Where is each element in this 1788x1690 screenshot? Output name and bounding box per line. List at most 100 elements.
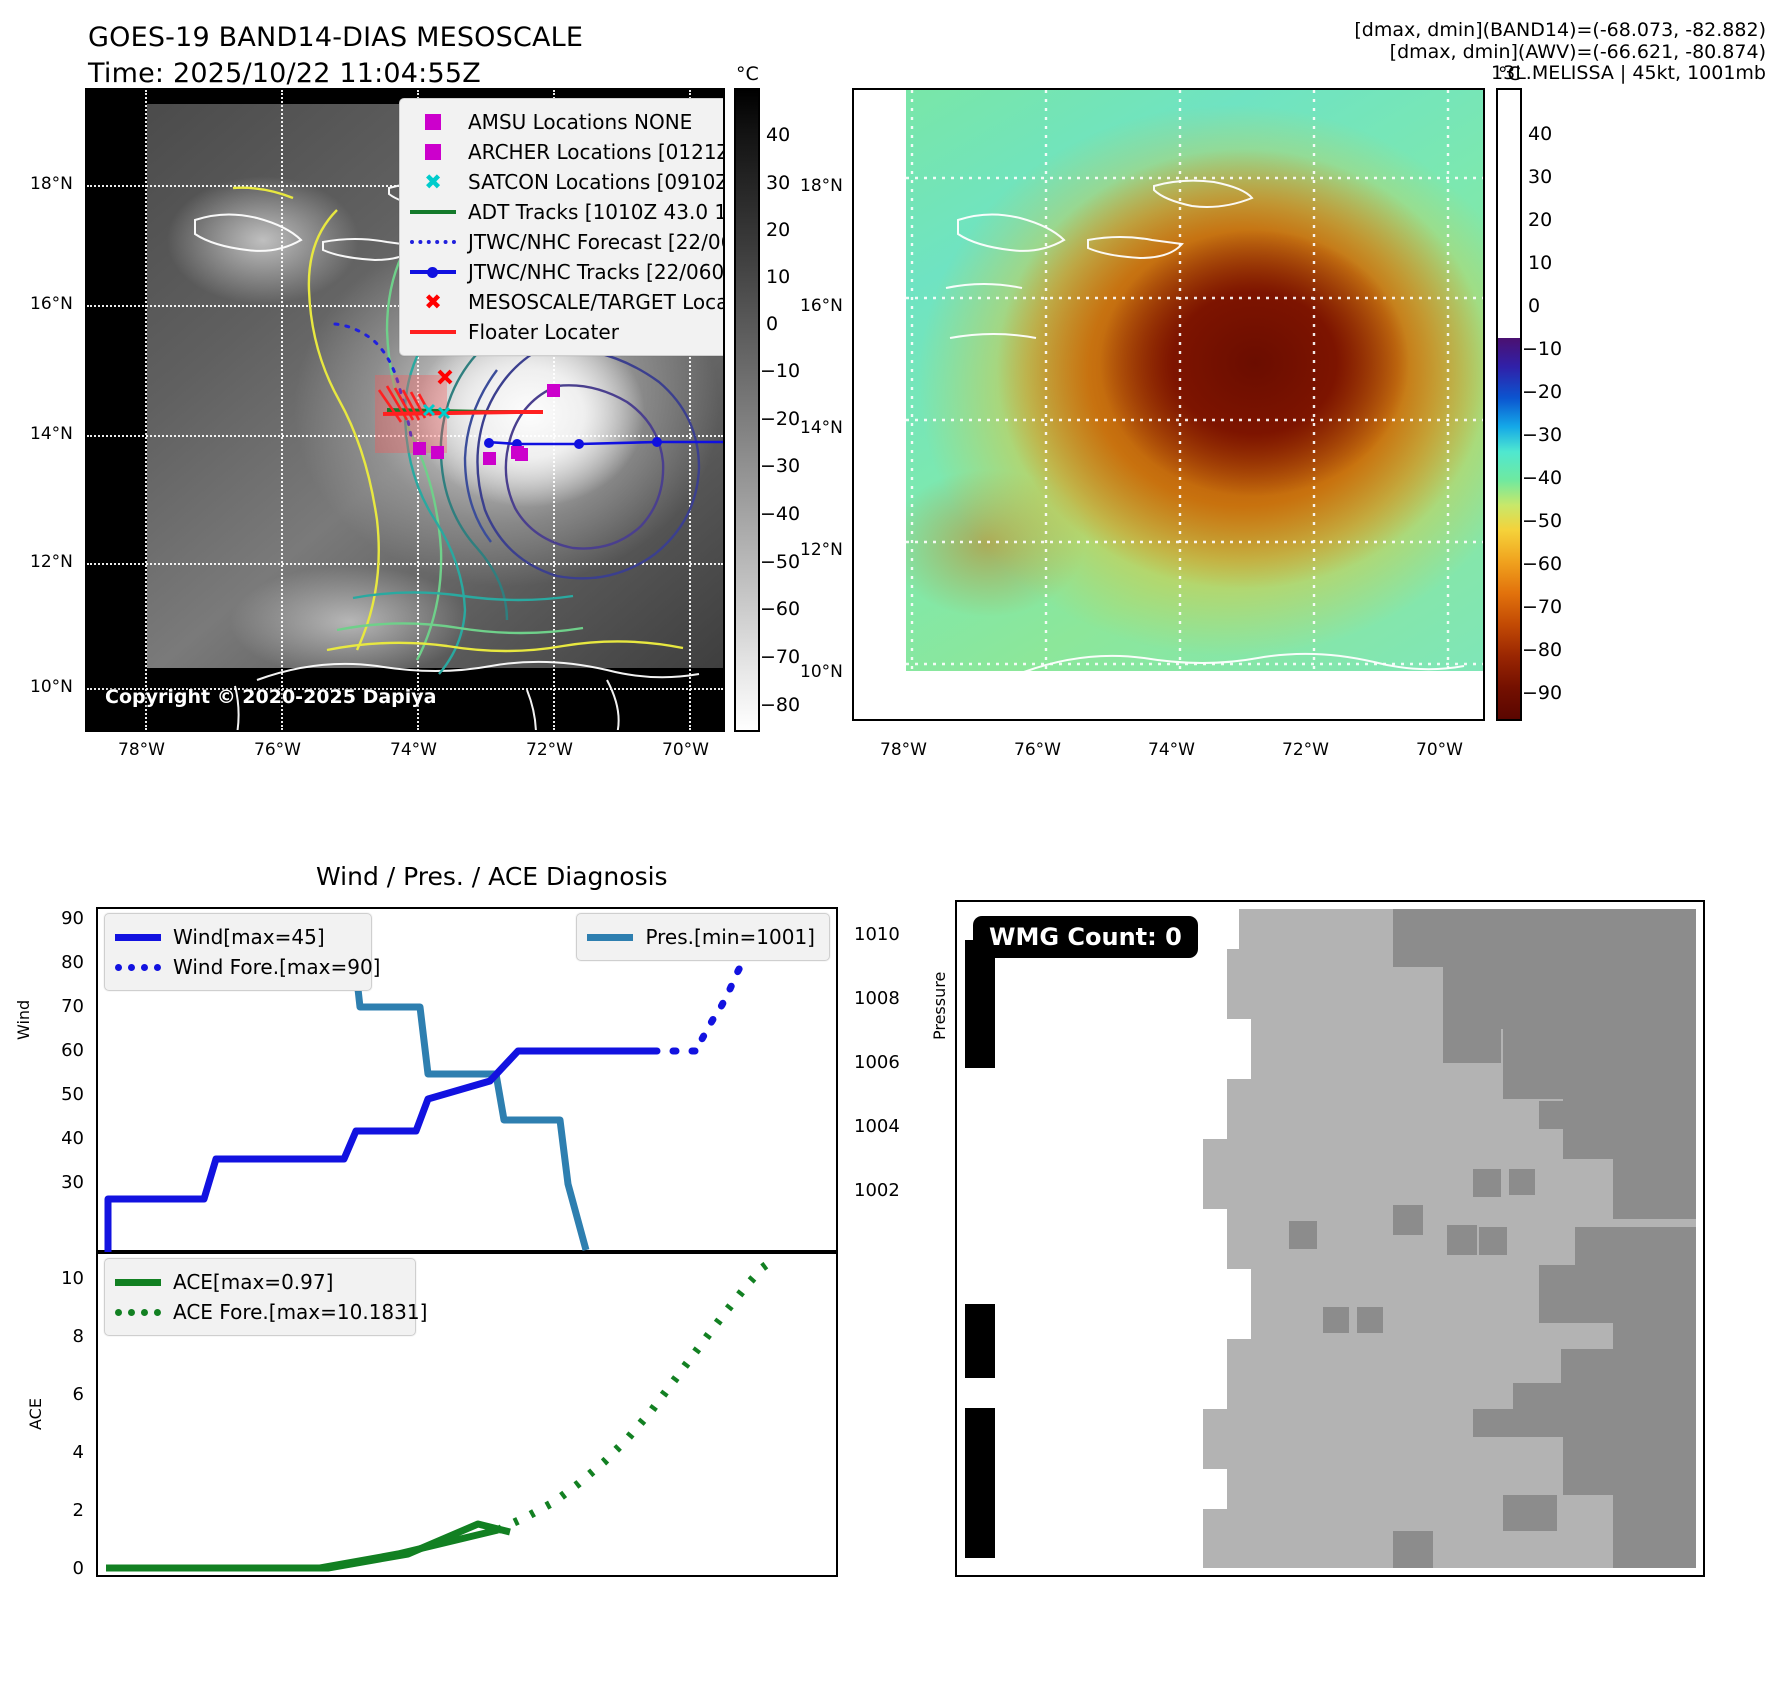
wv-lat-16n: 16°N — [800, 296, 843, 316]
ace-forecast-series — [496, 1258, 773, 1534]
wmg-count-badge: WMG Count: 0 — [973, 916, 1198, 958]
legend-label: ACE[max=0.97] — [173, 1270, 334, 1294]
legend-label: Pres.[min=1001] — [645, 925, 815, 949]
legend-item-jtwc-forecast[interactable]: JTWC/NHC Forecast [22/0600Z] — [410, 227, 723, 257]
dmax-dmin-awv: [dmax, dmin](AWV)=(-66.621, -80.874) — [1389, 40, 1766, 63]
ace-tick-2: 2 — [72, 1500, 84, 1521]
ir-lat-18n: 18°N — [30, 174, 73, 194]
product-title: GOES-19 BAND14-DIAS MESOSCALE — [88, 22, 584, 53]
wind-pressure-chart[interactable]: Wind[max=45] Wind Fore.[max=90] Pres.[mi… — [96, 907, 838, 1254]
legend-item-archer[interactable]: ARCHER Locations [0121Z] — [410, 137, 723, 167]
ir-lon-76w: 76°W — [254, 740, 301, 760]
ir-cb-10: 10 — [766, 266, 791, 288]
gridline-70w — [689, 90, 691, 730]
ir-cb-0: 0 — [766, 313, 779, 335]
legend-item-pressure[interactable]: Pres.[min=1001] — [587, 922, 815, 952]
legend-item-wind-forecast[interactable]: Wind Fore.[max=90] — [115, 952, 380, 982]
ace-tick-4: 4 — [72, 1442, 84, 1463]
wv-lat-18n: 18°N — [800, 176, 843, 196]
ir-cb-m80: −80 — [760, 694, 801, 716]
wv-lat-10n: 10°N — [800, 662, 843, 682]
wv-lat-14n: 14°N — [800, 418, 843, 438]
ir-cb-30: 30 — [766, 172, 791, 194]
red-x-icon: ✖ — [424, 290, 442, 314]
wind-legend[interactable]: Wind[max=45] Wind Fore.[max=90] — [104, 913, 380, 991]
legend-label: Wind[max=45] — [173, 925, 325, 949]
ir-colorbar — [734, 88, 760, 732]
wv-cb-m70: −70 — [1522, 596, 1563, 618]
legend-item-jtwc-tracks[interactable]: JTWC/NHC Tracks [22/0600Z] — [410, 257, 723, 287]
ir-cb-m10: −10 — [760, 360, 801, 382]
pres-tick-1008: 1008 — [854, 988, 900, 1009]
wv-colorbar-unit: °C — [1498, 63, 1521, 85]
wind-tick-90: 90 — [61, 908, 84, 929]
cyan-x-icon: ✖ — [424, 170, 442, 194]
wmg-panel[interactable]: WMG Count: 0 — [955, 900, 1705, 1577]
archer-locations — [413, 384, 560, 465]
ace-legend[interactable]: ACE[max=0.97] ACE Fore.[max=10.1831] — [104, 1258, 427, 1336]
green-solid-line-icon — [115, 1278, 161, 1286]
ir-bottom-margin — [87, 668, 723, 730]
wv-cb-10: 10 — [1528, 252, 1553, 274]
wmg-raster — [1143, 909, 1696, 1568]
legend-item-ace-forecast[interactable]: ACE Fore.[max=10.1831] — [115, 1297, 427, 1327]
legend-label: ADT Tracks [1010Z 43.0 1000.6] — [468, 200, 723, 224]
wv-cb-m40: −40 — [1522, 467, 1563, 489]
red-line-icon — [410, 330, 456, 334]
wind-tick-80: 80 — [61, 952, 84, 973]
diagnosis-title: Wind / Pres. / ACE Diagnosis — [316, 862, 668, 891]
wv-lat-12n: 12°N — [800, 540, 843, 560]
gridline-72w — [553, 90, 555, 730]
pres-tick-1006: 1006 — [854, 1052, 900, 1073]
ir-cb-m40: −40 — [760, 503, 801, 525]
legend-item-satcon[interactable]: ✖ SATCON Locations [0910Z 38 1001] — [410, 167, 723, 197]
legend-label: JTWC/NHC Forecast [22/0600Z] — [468, 230, 723, 254]
ace-tick-8: 8 — [72, 1326, 84, 1347]
green-dotted-line-icon — [115, 1308, 161, 1316]
gridline-76w — [281, 90, 283, 730]
ace-series-rise — [106, 1526, 499, 1572]
wv-gridlines — [906, 90, 1483, 671]
blue-dot-icon — [427, 267, 438, 278]
wmg-sidebar-3 — [965, 1408, 995, 1558]
metadata-block: [dmax, dmin](BAND14)=(-68.073, -82.882) … — [1354, 19, 1766, 85]
ace-series — [106, 1520, 511, 1572]
wv-lon-78w: 78°W — [880, 740, 927, 760]
wind-axis-label: Wind — [14, 999, 33, 1040]
wv-lon-70w: 70°W — [1416, 740, 1463, 760]
legend-item-wind[interactable]: Wind[max=45] — [115, 922, 357, 952]
pressure-legend[interactable]: Pres.[min=1001] — [576, 913, 830, 961]
wv-cb-40: 40 — [1528, 123, 1553, 145]
legend-item-adt[interactable]: ADT Tracks [1010Z 43.0 1000.6] — [410, 197, 723, 227]
ace-chart[interactable]: ACE[max=0.97] ACE Fore.[max=10.1831] — [96, 1252, 838, 1577]
wind-tick-40: 40 — [61, 1128, 84, 1149]
legend-item-amsu[interactable]: AMSU Locations NONE — [410, 107, 715, 137]
legend-item-floater[interactable]: Floater Locater — [410, 317, 715, 347]
page-title: GOES-19 BAND14-DIAS MESOSCALE Time: 2025… — [88, 20, 583, 92]
jtwc-track — [486, 440, 723, 446]
ir-cb-m60: −60 — [760, 598, 801, 620]
wind-tick-70: 70 — [61, 996, 84, 1017]
ir-cb-40: 40 — [766, 124, 791, 146]
gridline-10n — [87, 688, 723, 690]
wv-cb-20: 20 — [1528, 209, 1553, 231]
wv-lon-74w: 74°W — [1148, 740, 1195, 760]
legend-item-mesoscale[interactable]: ✖ MESOSCALE/TARGET Location — [410, 287, 723, 317]
legend-item-ace[interactable]: ACE[max=0.97] — [115, 1267, 401, 1297]
pres-tick-1002: 1002 — [854, 1180, 900, 1201]
blue-dotted-line-icon — [115, 963, 161, 971]
ir-satellite-map[interactable]: Copyright © 2020-2025 Dapiya AMSU Locati… — [85, 88, 725, 732]
legend-label: Floater Locater — [468, 320, 619, 344]
floater-locater — [382, 410, 543, 416]
wv-cb-0: 0 — [1528, 295, 1541, 317]
wv-coastlines — [945, 179, 1465, 719]
ir-cb-20: 20 — [766, 219, 791, 241]
ace-tick-0: 0 — [72, 1558, 84, 1579]
pres-tick-1010: 1010 — [854, 924, 900, 945]
water-vapor-map[interactable] — [852, 88, 1485, 721]
legend-label: ARCHER Locations [0121Z] — [468, 140, 725, 164]
ir-map-legend[interactable]: AMSU Locations NONE ARCHER Locations [01… — [399, 98, 723, 356]
wv-lon-76w: 76°W — [1014, 740, 1061, 760]
ir-colorbar-unit: °C — [736, 63, 759, 85]
ir-cb-m20: −20 — [760, 408, 801, 430]
